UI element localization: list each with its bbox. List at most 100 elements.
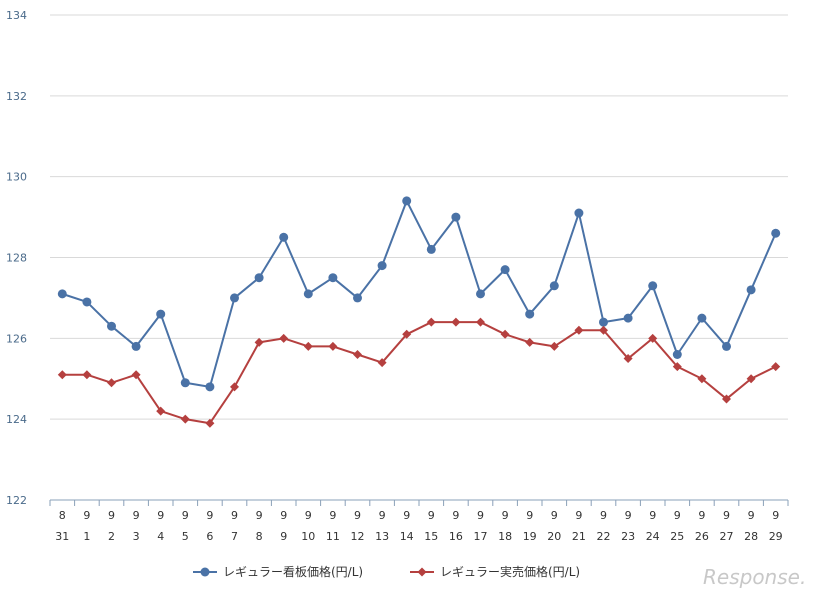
x-axis: 8319192939495969798999109119129139149159… [49,499,789,543]
data-point [574,325,584,335]
x-tick-day: 9 [280,530,287,543]
x-tick-month: 9 [231,509,238,522]
data-point [648,281,658,291]
series-line [61,199,777,388]
x-tick-month: 9 [649,509,656,522]
legend-entry: レギュラー看板価格(円/L) [193,564,363,579]
data-point [623,313,633,323]
data-point [426,244,436,254]
data-point [402,329,412,339]
data-point [599,317,608,327]
x-tick-day: 5 [182,530,189,543]
x-tick-day: 4 [157,530,164,543]
x-tick-month: 9 [551,509,558,522]
x-tick-month: 9 [625,509,632,522]
y-tick-label: 122 [6,494,27,507]
data-point [623,354,633,364]
data-point [549,341,559,351]
x-tick-month: 9 [182,509,189,522]
data-point [205,382,215,392]
x-tick-month: 9 [108,509,115,522]
data-point [353,293,362,303]
data-point [279,232,289,242]
y-tick-label: 134 [6,9,27,22]
x-tick-month: 9 [305,509,312,522]
series-1 [57,196,781,392]
data-point [672,350,682,359]
x-tick-month: 9 [379,509,386,522]
data-point [549,281,559,291]
x-tick-day: 7 [231,530,238,543]
data-point [722,394,731,404]
series-2 [57,317,781,428]
x-tick-day: 12 [351,530,365,543]
x-tick-day: 3 [133,530,140,543]
x-tick-day: 22 [597,530,611,543]
y-tick-label: 126 [6,332,27,345]
data-point [180,414,190,424]
x-tick-day: 25 [670,530,684,543]
legend-entry: レギュラー実売価格(円/L) [410,564,580,579]
data-point [254,273,264,283]
x-tick-month: 9 [157,509,164,522]
x-tick-day: 29 [769,530,783,543]
data-point [377,261,387,271]
x-tick-month: 8 [59,509,66,522]
data-point [131,341,141,351]
x-tick-day: 11 [326,530,340,543]
data-point [476,317,485,327]
data-point [697,313,707,323]
x-tick-day: 27 [720,530,734,543]
data-point [303,289,313,299]
x-tick-day: 28 [744,530,758,543]
x-tick-month: 9 [256,509,263,522]
x-tick-day: 14 [400,530,414,543]
data-point [476,289,485,299]
data-point [254,337,264,347]
data-point [303,341,313,351]
x-tick-day: 31 [55,530,69,543]
data-point [525,337,535,347]
data-point [156,406,166,416]
data-point [328,273,338,283]
data-point [426,317,436,327]
data-point [771,228,781,238]
data-point [500,265,510,275]
x-tick-month: 9 [698,509,705,522]
x-tick-day: 17 [474,530,488,543]
x-tick-month: 9 [428,509,435,522]
legend: レギュラー看板価格(円/L) レギュラー実売価格(円/L) [193,564,580,579]
data-point [697,374,707,384]
x-tick-month: 9 [748,509,755,522]
data-point [377,358,387,368]
x-tick-day: 26 [695,530,709,543]
x-tick-day: 18 [498,530,512,543]
x-tick-month: 9 [600,509,607,522]
x-tick-day: 23 [621,530,635,543]
data-point [353,350,362,359]
x-tick-month: 9 [329,509,336,522]
x-tick-month: 9 [133,509,140,522]
data-point [648,333,658,343]
x-tick-month: 9 [403,509,410,522]
x-tick-day: 1 [83,530,90,543]
data-point [180,378,190,388]
x-tick-day: 13 [375,530,389,543]
series-line [62,321,777,425]
x-tick-month: 9 [772,509,779,522]
data-point [279,333,289,343]
x-tick-month: 9 [477,509,484,522]
x-tick-day: 24 [646,530,660,543]
data-point [599,325,608,335]
legend-marker [200,567,210,577]
data-point [156,309,166,319]
data-point [57,289,67,299]
x-tick-month: 9 [83,509,90,522]
x-tick-month: 9 [452,509,459,522]
x-tick-month: 9 [354,509,361,522]
x-tick-day: 21 [572,530,586,543]
data-point [722,341,731,351]
data-point [746,374,756,384]
x-tick-month: 9 [280,509,287,522]
